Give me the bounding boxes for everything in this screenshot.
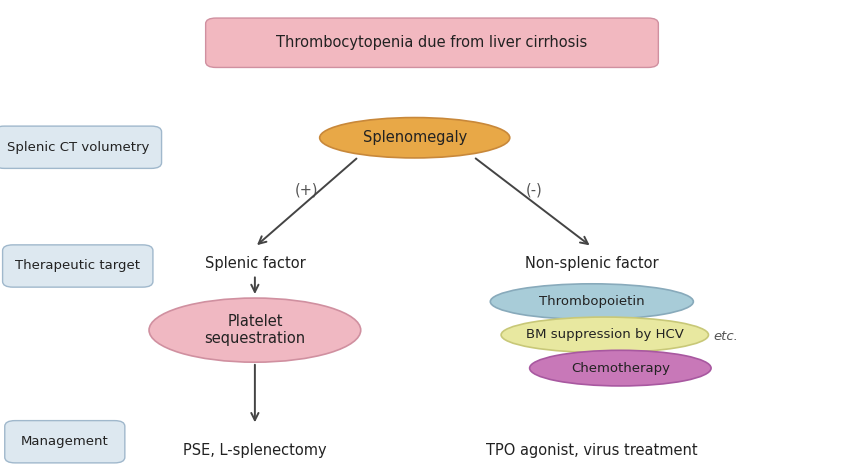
Text: Splenic CT volumetry: Splenic CT volumetry bbox=[7, 141, 149, 154]
Text: PSE, L-splenectomy: PSE, L-splenectomy bbox=[183, 443, 327, 458]
Ellipse shape bbox=[491, 284, 693, 319]
Text: Therapeutic target: Therapeutic target bbox=[16, 259, 140, 273]
Text: Splenomegaly: Splenomegaly bbox=[363, 130, 467, 145]
Text: (+): (+) bbox=[295, 182, 319, 198]
Text: (-): (-) bbox=[525, 182, 543, 198]
Text: Non-splenic factor: Non-splenic factor bbox=[525, 256, 658, 271]
Text: Thrombocytopenia due from liver cirrhosis: Thrombocytopenia due from liver cirrhosi… bbox=[276, 35, 588, 50]
FancyBboxPatch shape bbox=[3, 245, 153, 287]
Ellipse shape bbox=[149, 298, 361, 362]
Text: Management: Management bbox=[21, 435, 109, 448]
FancyBboxPatch shape bbox=[206, 18, 658, 67]
Ellipse shape bbox=[501, 317, 708, 352]
Text: Chemotherapy: Chemotherapy bbox=[571, 361, 670, 375]
Ellipse shape bbox=[530, 351, 711, 386]
Text: Platelet
sequestration: Platelet sequestration bbox=[204, 314, 306, 346]
Ellipse shape bbox=[320, 118, 510, 158]
FancyBboxPatch shape bbox=[0, 126, 162, 169]
Text: TPO agonist, virus treatment: TPO agonist, virus treatment bbox=[486, 443, 697, 458]
Text: Thrombopoietin: Thrombopoietin bbox=[539, 295, 645, 308]
Text: BM suppression by HCV: BM suppression by HCV bbox=[526, 328, 683, 342]
Text: etc.: etc. bbox=[714, 330, 739, 343]
FancyBboxPatch shape bbox=[4, 421, 125, 463]
Text: Splenic factor: Splenic factor bbox=[205, 256, 305, 271]
